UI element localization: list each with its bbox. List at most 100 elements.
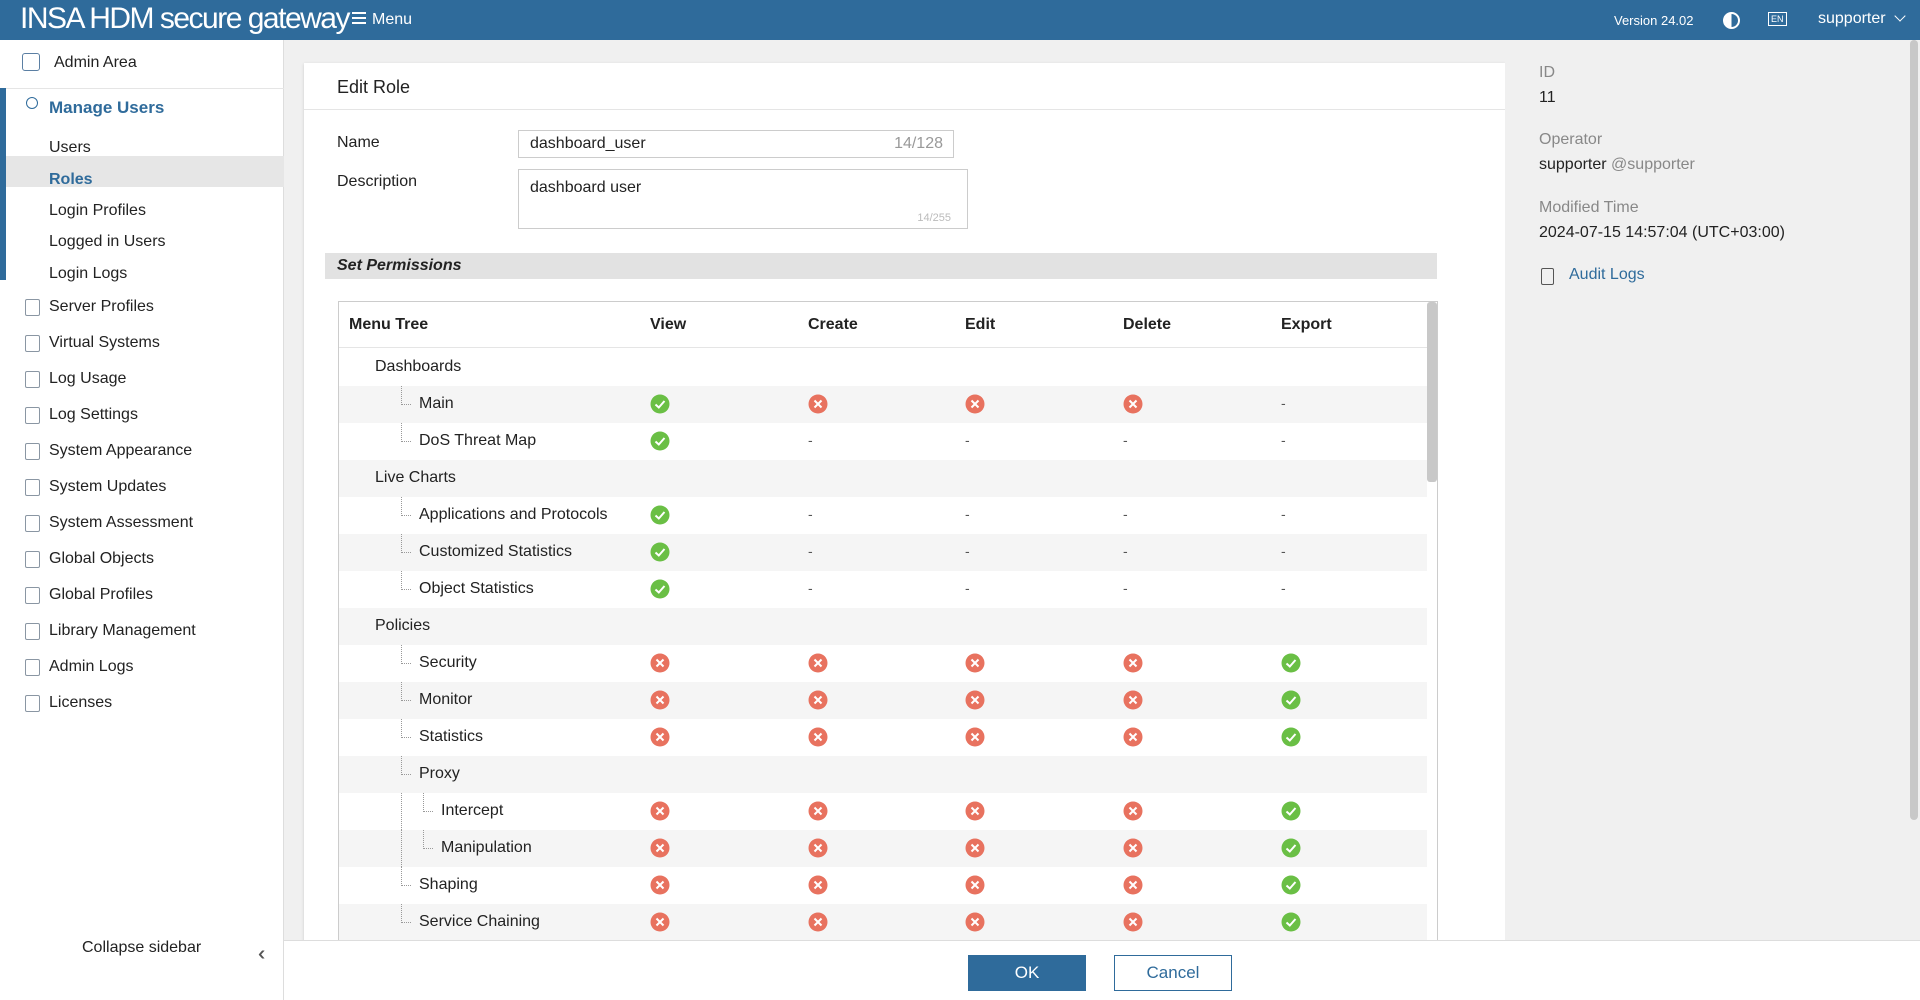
description-input[interactable]: dashboard user 14/255: [518, 169, 968, 229]
version: Version 24.02: [1614, 13, 1694, 28]
modified-value: 2024-07-15 14:57:04 (UTC+03:00): [1539, 224, 1785, 241]
tree-line: [401, 571, 411, 590]
table-row: Policies: [339, 608, 1427, 645]
language[interactable]: EN: [1768, 12, 1787, 26]
sidebar-sub-item[interactable]: Login Logs: [49, 265, 128, 282]
ok-button[interactable]: OK: [968, 955, 1086, 991]
collapse-sidebar[interactable]: Collapse sidebar: [82, 939, 202, 956]
menu-button[interactable]: Menu: [372, 11, 413, 28]
tree-line: [401, 423, 411, 442]
sidebar-item[interactable]: Virtual Systems: [49, 334, 160, 351]
allowed-icon: [650, 579, 670, 599]
sidebar-sub-item[interactable]: Login Profiles: [49, 202, 146, 219]
icon: [26, 97, 38, 109]
tree-line: [401, 497, 411, 516]
table-row: Proxy: [339, 756, 1427, 793]
allowed-icon: [650, 394, 670, 414]
denied-icon: [965, 875, 985, 895]
denied-icon: [808, 727, 828, 747]
table-row: Service Chaining: [339, 904, 1427, 941]
table-row: Dashboards: [339, 349, 1427, 386]
denied-icon: [808, 653, 828, 673]
icon: [25, 623, 40, 640]
table-row: Intercept: [339, 793, 1427, 830]
sidebar-item[interactable]: Licenses: [49, 694, 113, 711]
table-row: Main -: [339, 386, 1427, 423]
allowed-icon: [650, 542, 670, 562]
name-input[interactable]: dashboard_user 14/128: [518, 130, 954, 158]
sidebar-item[interactable]: Global Profiles: [49, 586, 154, 603]
theme-toggle[interactable]: [1723, 12, 1740, 29]
denied-icon: [1123, 801, 1143, 821]
denied-icon: [1123, 727, 1143, 747]
section-bar: Set Permissions: [325, 253, 1437, 279]
sidebar-item[interactable]: Log Settings: [49, 406, 138, 423]
sidebar-item[interactable]: System Updates: [49, 478, 167, 495]
name-label: Name: [337, 134, 380, 151]
name-counter: 14/128: [894, 135, 943, 152]
user-menu[interactable]: supporter: [1818, 10, 1886, 27]
top-bar: INSA HDM secure gateway Menu Version 24.…: [0, 0, 1920, 40]
sidebar-item[interactable]: Library Management: [49, 622, 196, 639]
denied-icon: [1123, 690, 1143, 710]
allowed-icon: [1281, 727, 1301, 747]
icon: [22, 53, 40, 71]
sidebar-item[interactable]: Admin Area: [54, 54, 137, 71]
table-row: Live Charts: [339, 460, 1427, 497]
sidebar-sub-item[interactable]: Logged in Users: [49, 233, 166, 250]
active-marker: [0, 88, 6, 280]
allowed-icon: [650, 505, 670, 525]
cancel-button[interactable]: Cancel: [1114, 955, 1232, 991]
audit-link[interactable]: Audit Logs: [1569, 266, 1645, 283]
denied-icon: [965, 801, 985, 821]
cell-text: -: [965, 543, 970, 559]
tree-label: DoS Threat Map: [419, 432, 537, 449]
name-value: dashboard_user: [530, 135, 646, 152]
denied-icon: [965, 838, 985, 858]
cell-text: -: [965, 580, 970, 596]
tree-label: Main: [419, 395, 454, 412]
denied-icon: [1123, 912, 1143, 932]
denied-icon: [650, 727, 670, 747]
operator: supporter: [1539, 156, 1607, 173]
tree-label: Statistics: [419, 728, 484, 745]
collapse-icon: ‹‹: [258, 943, 267, 965]
tree-line: [401, 386, 411, 405]
sidebar-item[interactable]: Log Usage: [49, 370, 127, 387]
allowed-icon: [650, 431, 670, 451]
divider: [304, 109, 1505, 110]
denied-icon: [965, 394, 985, 414]
page-scrollbar[interactable]: [1910, 40, 1918, 820]
denied-icon: [808, 690, 828, 710]
user-caret[interactable]: [1894, 10, 1906, 22]
allowed-icon: [1281, 838, 1301, 858]
menu-icon[interactable]: [352, 12, 366, 14]
denied-icon: [808, 394, 828, 414]
modified-label: Modified Time: [1539, 199, 1639, 216]
column-header: Delete: [1123, 316, 1172, 333]
sidebar-item[interactable]: System Appearance: [49, 442, 193, 459]
card-title: Edit Role: [337, 77, 411, 97]
cell-text: -: [808, 506, 813, 522]
allowed-icon: [1281, 801, 1301, 821]
column-header: View: [650, 316, 687, 333]
tree-line: [423, 830, 433, 849]
sidebar-item[interactable]: Server Profiles: [49, 298, 154, 315]
icon: [25, 407, 40, 424]
scrollbar[interactable]: [1427, 302, 1437, 482]
cell-text: -: [808, 543, 813, 559]
cell-text: -: [965, 506, 970, 522]
action-bar: OK Cancel: [284, 940, 1920, 1000]
tree-line: [423, 793, 433, 812]
id-value: 11: [1539, 89, 1556, 106]
sidebar-item[interactable]: Admin Logs: [49, 658, 134, 675]
sidebar-item[interactable]: System Assessment: [49, 514, 194, 531]
sidebar-section[interactable]: Manage Users: [49, 98, 165, 117]
table-row: Manipulation: [339, 830, 1427, 867]
sidebar-sub-item[interactable]: Users: [49, 139, 91, 156]
tree-line: [401, 867, 411, 886]
active-item-bg: [6, 156, 284, 187]
sidebar-sub-item[interactable]: Roles: [49, 171, 93, 188]
sidebar-item[interactable]: Global Objects: [49, 550, 154, 567]
